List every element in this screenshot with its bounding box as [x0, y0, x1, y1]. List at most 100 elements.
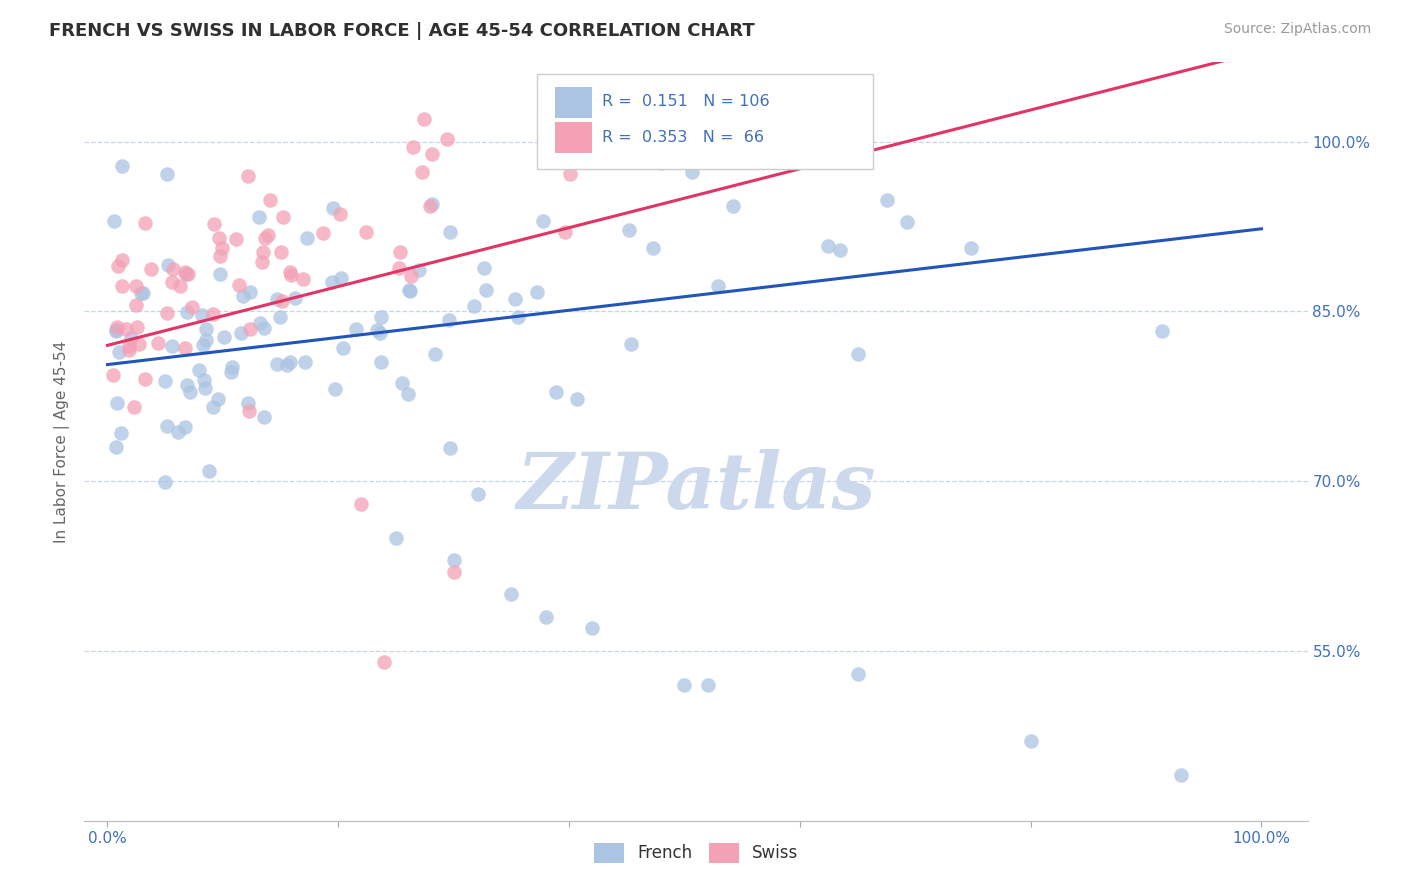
- Point: [876, 193, 898, 207]
- Y-axis label: In Labor Force | Age 45-54: In Labor Force | Age 45-54: [55, 341, 70, 542]
- Point: [385, 531, 408, 545]
- Point: [617, 223, 640, 237]
- Point: [567, 392, 589, 407]
- Point: [707, 279, 730, 293]
- Point: [105, 324, 128, 338]
- Point: [238, 404, 260, 418]
- Point: [134, 216, 156, 230]
- Point: [193, 373, 215, 387]
- Point: [270, 244, 292, 259]
- Point: [526, 285, 548, 300]
- Point: [153, 475, 176, 489]
- Point: [443, 565, 465, 579]
- Point: [125, 298, 148, 312]
- Point: [463, 299, 485, 313]
- Point: [253, 231, 276, 245]
- Point: [208, 231, 231, 245]
- Point: [551, 112, 574, 126]
- Point: [508, 310, 530, 324]
- Point: [368, 326, 391, 340]
- Point: [398, 283, 420, 297]
- Bar: [555, 87, 592, 118]
- Point: [141, 262, 163, 277]
- Point: [173, 264, 195, 278]
- Point: [125, 319, 148, 334]
- Point: [641, 241, 664, 255]
- Point: [531, 214, 554, 228]
- Point: [103, 214, 125, 228]
- Point: [174, 420, 197, 434]
- Point: [896, 215, 918, 229]
- Point: [959, 241, 981, 255]
- Point: [247, 210, 270, 224]
- Point: [194, 322, 217, 336]
- Legend: French, Swiss: French, Swiss: [586, 837, 806, 869]
- Point: [329, 207, 352, 221]
- Point: [228, 277, 250, 292]
- Point: [373, 655, 395, 669]
- Point: [389, 245, 412, 260]
- Point: [219, 365, 242, 379]
- Point: [413, 112, 436, 126]
- Point: [399, 284, 422, 298]
- Point: [225, 231, 247, 245]
- Point: [1019, 734, 1042, 748]
- Point: [120, 331, 142, 345]
- Point: [276, 358, 298, 372]
- Point: [201, 401, 224, 415]
- Point: [443, 553, 465, 567]
- Point: [169, 279, 191, 293]
- Point: [111, 159, 134, 173]
- Point: [105, 440, 128, 454]
- Point: [581, 621, 603, 635]
- Point: [176, 304, 198, 318]
- Point: [181, 301, 204, 315]
- Point: [266, 357, 288, 371]
- Point: [650, 156, 672, 170]
- Point: [322, 201, 344, 215]
- Point: [211, 241, 233, 255]
- Point: [420, 197, 443, 211]
- Point: [118, 343, 141, 357]
- Point: [323, 382, 346, 396]
- Text: FRENCH VS SWISS IN LABOR FORCE | AGE 45-54 CORRELATION CHART: FRENCH VS SWISS IN LABOR FORCE | AGE 45-…: [49, 22, 755, 40]
- Point: [544, 384, 567, 399]
- Point: [118, 339, 141, 353]
- Point: [107, 260, 129, 274]
- Point: [408, 262, 430, 277]
- Point: [439, 313, 461, 327]
- Point: [391, 376, 413, 390]
- Point: [249, 316, 271, 330]
- Point: [620, 336, 643, 351]
- Point: [280, 268, 302, 282]
- Point: [284, 291, 307, 305]
- Point: [188, 362, 211, 376]
- Point: [103, 368, 125, 383]
- Point: [354, 225, 377, 239]
- Point: [501, 587, 523, 601]
- Point: [208, 249, 231, 263]
- Point: [202, 217, 225, 231]
- Point: [208, 268, 231, 282]
- Point: [467, 486, 489, 500]
- Point: [828, 243, 851, 257]
- Point: [212, 330, 235, 344]
- Point: [122, 400, 145, 414]
- Point: [193, 381, 215, 395]
- Point: [129, 286, 152, 301]
- Point: [160, 275, 183, 289]
- Point: [681, 165, 703, 179]
- Text: R =  0.151   N = 106: R = 0.151 N = 106: [602, 95, 769, 110]
- Point: [411, 165, 433, 179]
- Bar: [555, 122, 592, 153]
- Point: [105, 320, 128, 334]
- Point: [176, 267, 198, 281]
- Point: [419, 199, 441, 213]
- Point: [202, 307, 225, 321]
- Point: [846, 347, 869, 361]
- Point: [197, 464, 219, 478]
- Point: [554, 225, 576, 239]
- Point: [128, 337, 150, 351]
- Point: [295, 231, 318, 245]
- Point: [238, 169, 260, 183]
